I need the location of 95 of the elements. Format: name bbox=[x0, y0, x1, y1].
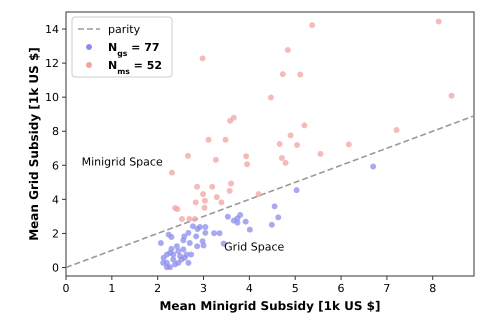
point bbox=[214, 194, 220, 200]
point bbox=[224, 214, 231, 220]
x-tick-label: 1 bbox=[108, 282, 116, 295]
point bbox=[268, 222, 275, 228]
point bbox=[228, 180, 234, 187]
point bbox=[180, 246, 186, 252]
point bbox=[192, 199, 199, 206]
point bbox=[167, 264, 174, 270]
x-tick-label: 2 bbox=[154, 282, 162, 295]
point bbox=[186, 240, 193, 246]
point bbox=[180, 237, 186, 244]
legend-label: N$_{gs}$ = 77 bbox=[108, 41, 160, 58]
y-tick-label: 8 bbox=[52, 125, 59, 138]
point bbox=[280, 71, 286, 78]
point bbox=[282, 160, 289, 166]
y-axis-title: Mean Grid Subsidy [1k US $] bbox=[27, 47, 41, 241]
point bbox=[211, 230, 218, 236]
point bbox=[309, 22, 316, 28]
point bbox=[370, 163, 376, 170]
x-tick-label: 0 bbox=[62, 282, 70, 295]
point bbox=[297, 72, 304, 78]
point bbox=[206, 136, 212, 143]
point bbox=[200, 55, 206, 62]
point bbox=[184, 152, 191, 159]
point bbox=[276, 141, 283, 147]
point bbox=[394, 127, 400, 134]
point bbox=[222, 136, 229, 143]
point bbox=[346, 141, 352, 148]
point bbox=[226, 188, 233, 194]
legend-label: parity bbox=[108, 23, 141, 36]
point bbox=[301, 122, 308, 128]
point bbox=[448, 92, 455, 99]
point bbox=[185, 260, 192, 266]
legend-label: N$_{ms}$ = 52 bbox=[108, 59, 162, 76]
annotation: Grid Space bbox=[224, 240, 284, 254]
y-tick-label: 6 bbox=[52, 159, 59, 172]
point bbox=[288, 132, 294, 138]
point bbox=[202, 224, 208, 230]
point bbox=[158, 240, 164, 246]
point bbox=[178, 216, 185, 222]
point bbox=[174, 243, 180, 250]
point bbox=[243, 153, 250, 160]
point bbox=[160, 260, 166, 266]
point bbox=[212, 156, 219, 163]
point bbox=[268, 94, 274, 100]
x-tick-label: 8 bbox=[429, 282, 436, 295]
x-tick-label: 3 bbox=[200, 282, 208, 295]
point bbox=[193, 233, 200, 240]
point bbox=[194, 243, 200, 250]
x-tick-label: 4 bbox=[246, 282, 253, 295]
point bbox=[209, 184, 216, 190]
x-tick-label: 5 bbox=[292, 282, 299, 295]
point bbox=[186, 216, 192, 222]
point bbox=[202, 198, 208, 204]
y-tick-label: 10 bbox=[45, 91, 59, 104]
point bbox=[168, 170, 175, 176]
point bbox=[190, 223, 196, 230]
point bbox=[218, 199, 224, 206]
point bbox=[256, 191, 262, 198]
point bbox=[294, 187, 300, 194]
y-tick-label: 4 bbox=[52, 193, 59, 206]
point bbox=[170, 256, 176, 262]
point bbox=[237, 212, 244, 218]
point bbox=[317, 150, 324, 157]
point bbox=[192, 216, 198, 222]
point bbox=[200, 191, 206, 198]
point bbox=[227, 118, 234, 124]
annotation: Minigrid Space bbox=[82, 155, 163, 168]
point bbox=[201, 204, 208, 211]
point bbox=[436, 18, 442, 25]
point bbox=[216, 230, 223, 236]
point bbox=[246, 226, 253, 233]
point bbox=[294, 142, 300, 148]
point bbox=[166, 232, 172, 238]
point bbox=[284, 46, 291, 53]
y-tick-label: 2 bbox=[52, 227, 59, 240]
point bbox=[234, 220, 240, 226]
y-tick-label: 12 bbox=[45, 57, 59, 70]
point bbox=[272, 203, 278, 210]
point bbox=[242, 218, 249, 225]
point bbox=[188, 252, 194, 258]
point bbox=[202, 230, 208, 236]
point bbox=[200, 238, 206, 244]
point bbox=[194, 184, 200, 190]
point bbox=[196, 224, 203, 230]
y-tick-label: 0 bbox=[52, 261, 59, 274]
point bbox=[278, 154, 285, 161]
point bbox=[244, 161, 250, 168]
point bbox=[185, 230, 192, 236]
y-tick-label: 14 bbox=[45, 23, 59, 36]
x-tick-label: 7 bbox=[383, 282, 390, 295]
x-axis-title: Mean Minigrid Subsidy [1k US $] bbox=[159, 299, 381, 313]
x-tick-label: 6 bbox=[338, 282, 345, 295]
point bbox=[275, 214, 282, 220]
point bbox=[175, 260, 182, 266]
